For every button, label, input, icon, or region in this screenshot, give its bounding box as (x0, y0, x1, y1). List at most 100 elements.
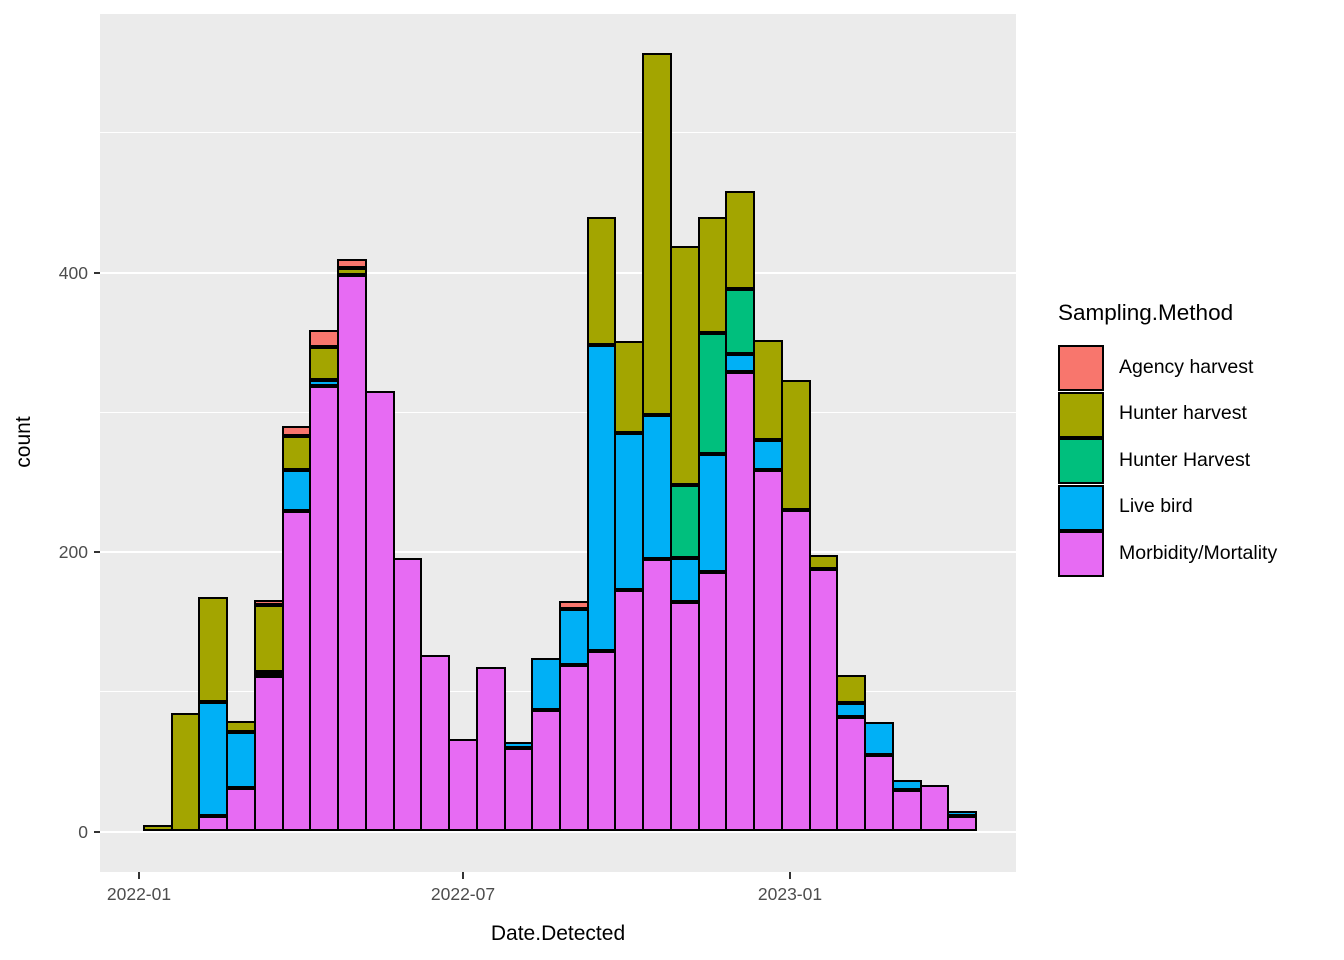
bar-segment (253, 676, 284, 832)
bar-segment (614, 433, 645, 590)
histogram-bar (808, 14, 839, 872)
bar-segment (420, 655, 451, 832)
bar-segment (642, 53, 672, 416)
bar-segment (531, 709, 561, 832)
y-tick-mark (94, 271, 100, 274)
x-tick-label: 2022-07 (430, 884, 496, 904)
bar-segment (198, 596, 229, 702)
bar-segment (281, 426, 312, 436)
bar-segment (780, 380, 811, 511)
legend-item: Agency harvest (1058, 344, 1338, 392)
bar-segment (891, 789, 922, 832)
gridline-minor (100, 132, 1016, 134)
y-axis-title: count (12, 416, 35, 468)
bar-segment (337, 258, 367, 269)
legend-swatch-hunter-harvest (1058, 391, 1104, 438)
bar-segment (697, 571, 728, 832)
histogram-bar (586, 14, 617, 872)
bar-segment (503, 747, 534, 832)
bar-segment (253, 599, 284, 606)
histogram-bar (558, 14, 589, 872)
histogram-bar (919, 14, 950, 872)
x-tick-mark (138, 872, 140, 879)
bar-segment (531, 658, 561, 710)
histogram-bar (642, 14, 672, 872)
bar-segment (864, 722, 894, 755)
bar-segment (281, 511, 312, 832)
legend-title: Sampling.Method (1058, 300, 1234, 325)
bar-segment (614, 589, 645, 832)
bar-segment (836, 716, 867, 832)
bar-segment (753, 469, 783, 832)
plot-panel (100, 14, 1016, 872)
bar-segment (309, 346, 340, 381)
bar-segment (503, 742, 534, 748)
histogram-bar (475, 14, 506, 872)
legend-label: Hunter harvest (1119, 402, 1247, 425)
legend-item: Hunter Harvest (1058, 437, 1338, 485)
histogram-bar (697, 14, 728, 872)
bar-segment (586, 651, 617, 832)
bar-segment (309, 380, 340, 386)
bar-segment (808, 568, 839, 832)
bar-segment (642, 558, 672, 832)
legend-label: Live bird (1119, 495, 1193, 518)
legend-label: Hunter Harvest (1119, 448, 1251, 471)
histogram-bar (531, 14, 561, 872)
histogram-bar (836, 14, 867, 872)
y-tick-label: 200 (58, 542, 88, 562)
bar-segment (725, 353, 756, 372)
bar-segment (392, 557, 423, 832)
histogram-bar (864, 14, 894, 872)
legend-label: Morbidity/Mortality (1119, 541, 1278, 564)
x-tick-mark (462, 872, 464, 879)
histogram-bar (614, 14, 645, 872)
histogram-bar (725, 14, 756, 872)
histogram-bar (337, 14, 367, 872)
y-tick-mark (94, 830, 100, 833)
bar-segment (919, 785, 950, 832)
bar-segment (753, 339, 783, 441)
bar-segment (836, 674, 867, 703)
bar-segment (281, 436, 312, 470)
histogram-bar (198, 14, 229, 872)
bar-segment (281, 469, 312, 512)
y-tick-mark (94, 551, 100, 553)
bar-segment (253, 605, 284, 673)
bar-segment (253, 672, 284, 677)
bar-segment (364, 391, 395, 832)
bar-segment (669, 484, 700, 558)
bar-segment (143, 824, 173, 832)
bar-segment (864, 754, 894, 832)
bar-segment (669, 245, 700, 485)
histogram-bar (143, 14, 173, 872)
bar-segment (697, 216, 728, 333)
bar-segment (725, 191, 756, 290)
x-tick-label: 2023-01 (757, 884, 823, 904)
bar-segment (337, 268, 367, 276)
y-tick-label: 0 (78, 821, 88, 842)
bar-segment (725, 371, 756, 832)
bar-segment (226, 788, 256, 832)
bar-segment (226, 721, 256, 733)
legend-label: Agency harvest (1119, 355, 1254, 378)
bar-segment (586, 345, 617, 652)
bar-segment (725, 289, 756, 354)
legend-item: Morbidity/Mortality (1058, 530, 1338, 578)
gridline-minor (100, 411, 1016, 413)
histogram-bar (947, 14, 977, 872)
histogram-bar (226, 14, 256, 872)
bar-segment (448, 739, 478, 832)
bar-segment (586, 216, 617, 346)
bar-segment (669, 602, 700, 832)
x-tick-mark (789, 872, 791, 879)
gridline-major (100, 830, 1016, 833)
histogram-bar (281, 14, 312, 872)
bar-segment (697, 332, 728, 455)
bar-segment (753, 440, 783, 470)
histogram-bar (392, 14, 423, 872)
bar-segment (697, 454, 728, 572)
bar-segment (309, 385, 340, 832)
legend-swatch-hunter-harvest (1058, 438, 1104, 485)
